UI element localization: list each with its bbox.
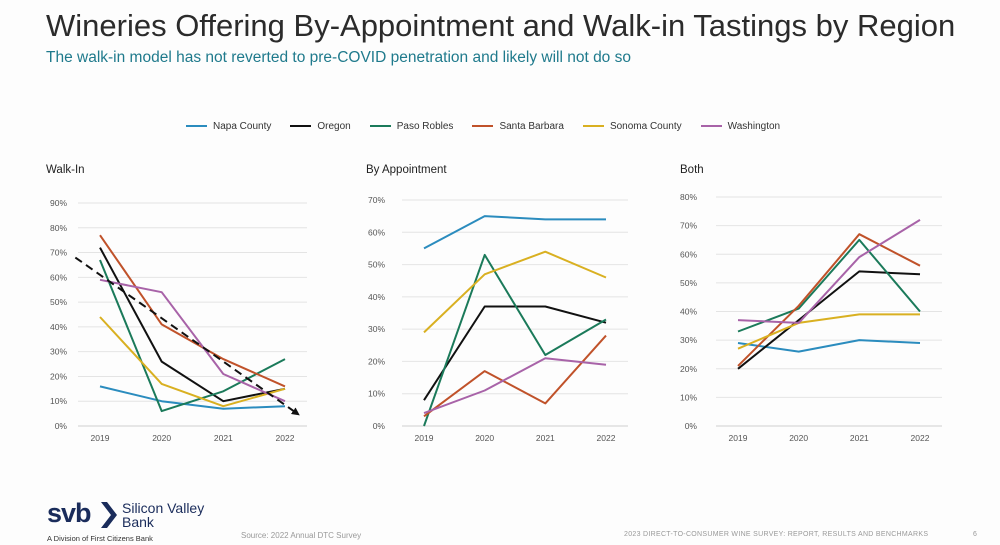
trend-arrow [74, 256, 300, 416]
series-line-washington [423, 357, 607, 415]
series-line-sonoma-county [423, 250, 607, 334]
y-tick-label: 40% [50, 322, 67, 332]
chevron-logo-icon [101, 502, 117, 528]
legend-label: Santa Barbara [499, 120, 564, 132]
y-tick-label: 0% [55, 421, 68, 431]
legend-swatch [290, 125, 312, 127]
y-tick-label: 20% [680, 364, 697, 374]
chart-title: Both [680, 164, 704, 176]
legend-swatch [700, 125, 722, 127]
series-line-santa-barbara [423, 334, 607, 418]
y-tick-label: 70% [680, 221, 697, 231]
y-tick-label: 0% [373, 421, 386, 431]
y-tick-label: 80% [680, 192, 697, 202]
series-line-napa-county [99, 385, 286, 410]
y-tick-label: 20% [368, 356, 385, 366]
x-tick-label: 2022 [911, 433, 930, 443]
chart-title: By Appointment [366, 164, 447, 176]
series-line-paso-robles [423, 253, 607, 427]
legend-label: Sonoma County [609, 120, 682, 132]
y-tick-label: 60% [680, 249, 697, 259]
chart-panel-by-appointment: By Appointment 0% 10% 20% 30% 40% 50% 60% 70% 201… [366, 164, 628, 443]
y-tick-label: 10% [368, 389, 385, 399]
legend-item-paso-robles: Paso Robles [369, 120, 454, 132]
y-tick-label: 10% [50, 396, 67, 406]
x-tick-label: 2022 [276, 433, 295, 443]
legend-swatch [582, 125, 604, 127]
series-line-paso-robles [99, 259, 286, 413]
x-tick-label: 2020 [152, 433, 171, 443]
legend-item-oregon: Oregon [290, 120, 351, 132]
y-tick-label: 30% [680, 335, 697, 345]
y-tick-label: 30% [50, 347, 67, 357]
x-tick-label: 2021 [850, 433, 869, 443]
x-tick-label: 2019 [415, 433, 434, 443]
chart-title: Walk-In [46, 164, 85, 176]
legend-item-napa-county: Napa County [186, 121, 271, 132]
chart-legend: Napa County Oregon Paso Robles Santa Barbar… [186, 119, 799, 133]
x-tick-label: 2020 [789, 433, 808, 443]
y-tick-label: 20% [50, 371, 67, 381]
series-line-oregon [99, 247, 286, 403]
series-line-napa-county [423, 215, 606, 250]
y-tick-label: 60% [368, 227, 385, 237]
x-tick-label: 2022 [597, 433, 616, 443]
logo-name-line2: Bank [122, 514, 154, 530]
y-tick-label: 40% [680, 307, 697, 317]
legend-label: Oregon [317, 120, 351, 132]
series-line-washington [737, 219, 921, 324]
y-tick-label: 70% [368, 195, 385, 205]
legend-item-santa-barbara: Santa Barbara [472, 121, 564, 132]
legend-swatch [472, 125, 494, 127]
logo-name: Silicon Valley Bank [122, 501, 204, 529]
report-title: 2023 DIRECT-TO-CONSUMER WINE SURVEY: REP… [624, 531, 929, 538]
y-tick-label: 50% [368, 260, 385, 270]
series-line-paso-robles [737, 238, 921, 333]
y-tick-label: 90% [50, 198, 67, 208]
y-tick-label: 70% [50, 248, 67, 258]
legend-swatch [186, 125, 207, 127]
y-tick-label: 0% [685, 421, 698, 431]
chart-panel-both: Both 0% 10% 20% 30% 40% 50% 60% 70% 80% 2019 2020 20… [680, 164, 942, 443]
series-line-santa-barbara [99, 234, 286, 388]
legend-label: Paso Robles [396, 120, 454, 132]
logo-mark: svb [47, 498, 92, 528]
y-tick-label: 60% [50, 272, 67, 282]
series-line-oregon [737, 270, 921, 370]
series-line-sonoma-county [737, 313, 920, 350]
page-subtitle: The walk-in model has not reverted to pr… [46, 49, 631, 66]
series-line-sonoma-county [99, 316, 286, 408]
legend-label: Napa County [213, 120, 272, 132]
series-line-washington [99, 278, 286, 403]
x-tick-label: 2021 [536, 433, 555, 443]
page-number: 6 [973, 531, 977, 538]
legend-label: Washington [727, 120, 781, 132]
chart-panel-walk-in: Walk-In 0% 10% 20% 30% 40% 50% 60% 70% 80% 90% 2019… [46, 164, 307, 443]
y-tick-label: 50% [50, 297, 67, 307]
y-tick-label: 30% [368, 324, 385, 334]
y-tick-label: 80% [50, 223, 67, 233]
y-tick-label: 50% [680, 278, 697, 288]
y-tick-label: 10% [680, 392, 697, 402]
x-tick-label: 2020 [475, 433, 494, 443]
y-tick-label: 40% [368, 292, 385, 302]
x-tick-label: 2019 [729, 433, 748, 443]
legend-swatch [369, 125, 391, 127]
source-note: Source: 2022 Annual DTC Survey [241, 531, 362, 540]
page-title: Wineries Offering By-Appointment and Wal… [46, 8, 956, 43]
logo-name-line1: Silicon Valley [122, 500, 205, 516]
x-tick-label: 2019 [91, 433, 110, 443]
legend-item-washington: Washington [700, 120, 781, 132]
logo-division: A Division of First Citizens Bank [47, 534, 153, 543]
svb-logo: svb Silicon Valley Bank A Division of Fi… [47, 498, 227, 544]
x-tick-label: 2021 [214, 433, 233, 443]
legend-item-sonoma-county: Sonoma County [582, 120, 682, 132]
series-line-napa-county [737, 339, 921, 353]
